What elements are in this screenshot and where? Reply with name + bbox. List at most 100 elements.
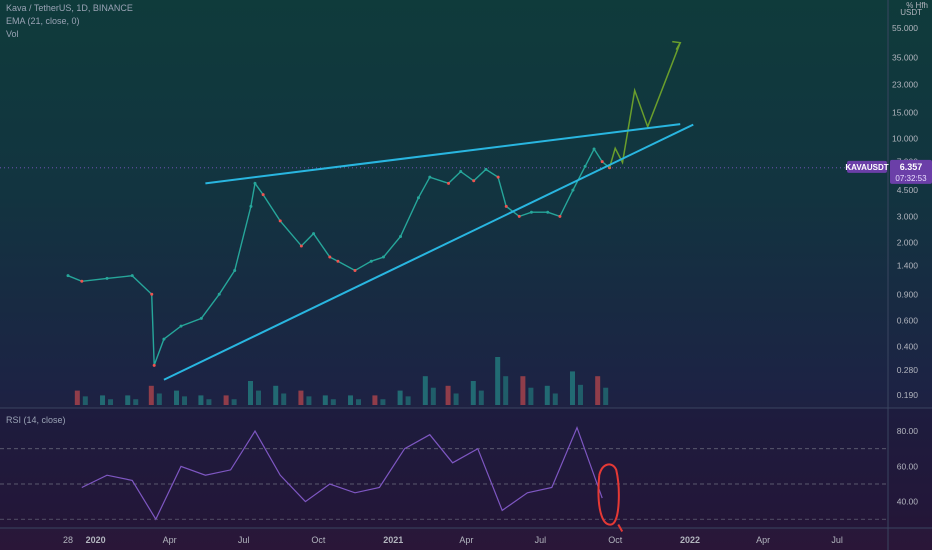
price-tick-label: 3.000 bbox=[897, 211, 919, 221]
price-point bbox=[496, 175, 500, 179]
price-point bbox=[592, 147, 596, 151]
volume-bar bbox=[273, 385, 279, 405]
price-point bbox=[484, 167, 488, 171]
price-point bbox=[130, 274, 134, 278]
price-scale-currency-label: USDT bbox=[900, 8, 922, 17]
volume-bar bbox=[133, 399, 139, 405]
price-point bbox=[105, 276, 109, 280]
price-tick-label: 0.900 bbox=[897, 289, 919, 299]
volume-bar bbox=[231, 399, 237, 405]
price-point bbox=[571, 188, 575, 192]
rsi-legend[interactable]: RSI (14, close) bbox=[6, 415, 66, 425]
rsi-tick-label: 80.00 bbox=[897, 426, 919, 436]
volume-bar bbox=[108, 399, 114, 405]
volume-bar bbox=[503, 376, 509, 405]
price-point bbox=[278, 219, 282, 223]
price-point bbox=[381, 255, 385, 259]
volume-bar bbox=[544, 385, 550, 405]
price-point bbox=[233, 268, 237, 272]
price-tick-label: 1.400 bbox=[897, 261, 919, 271]
volume-bar bbox=[495, 357, 501, 405]
price-tick-label: 0.190 bbox=[897, 390, 919, 400]
rsi-line bbox=[81, 425, 603, 521]
price-point bbox=[328, 255, 332, 259]
price-point bbox=[428, 175, 432, 179]
symbol-legend[interactable]: Kava / TetherUS, 1D, BINANCE bbox=[6, 3, 133, 13]
volume-bar bbox=[223, 395, 229, 405]
price-point bbox=[399, 234, 403, 238]
price-tag: KAVAUSDT 6.357 07:32:53 bbox=[845, 159, 932, 184]
price-point bbox=[447, 181, 451, 185]
price-tick-label: 0.280 bbox=[897, 365, 919, 375]
price-point bbox=[472, 179, 476, 183]
volume-bar bbox=[405, 396, 411, 405]
volume-bar bbox=[100, 395, 106, 405]
time-axis-label: 28 bbox=[63, 535, 73, 545]
volume-bar bbox=[322, 395, 328, 405]
symbol-tag-bg bbox=[847, 160, 887, 173]
price-tag-countdown: 07:32:53 bbox=[895, 174, 927, 183]
symbol-tag-text: KAVAUSDT bbox=[845, 163, 888, 172]
price-point bbox=[162, 337, 166, 341]
projection-line bbox=[608, 42, 681, 169]
price-tick-label: 55.000 bbox=[892, 23, 918, 33]
price-tag-bg bbox=[890, 159, 932, 184]
volume-bar bbox=[470, 381, 476, 405]
volume-bar bbox=[330, 399, 336, 405]
volume-bar bbox=[82, 396, 88, 405]
annotation-circle bbox=[597, 463, 624, 533]
price-point bbox=[583, 164, 587, 168]
price-point bbox=[353, 268, 357, 272]
volume-bar bbox=[348, 395, 354, 405]
price-point bbox=[299, 244, 303, 248]
price-point bbox=[600, 160, 604, 164]
volume-bar bbox=[298, 390, 304, 405]
volume-bar bbox=[445, 385, 451, 405]
price-point bbox=[152, 363, 156, 367]
volume-bar bbox=[372, 395, 378, 405]
volume-bar bbox=[380, 399, 386, 405]
volume-bar bbox=[528, 387, 534, 405]
volume-bar bbox=[125, 395, 131, 405]
volume-bar bbox=[198, 395, 204, 405]
price-tick-label: 0.400 bbox=[897, 342, 919, 352]
volume-bar bbox=[74, 390, 80, 405]
price-point bbox=[517, 214, 521, 218]
time-axis-label: 2020 bbox=[86, 535, 106, 545]
vol-legend[interactable]: Vol bbox=[6, 29, 19, 39]
volume-bar bbox=[206, 399, 212, 405]
price-tick-label: 15.000 bbox=[892, 107, 918, 117]
volume-bar bbox=[397, 390, 403, 405]
volume-bar bbox=[569, 371, 575, 405]
time-axis-label: Apr bbox=[163, 535, 177, 545]
price-point bbox=[249, 204, 253, 208]
price-point bbox=[253, 181, 257, 185]
price-point bbox=[369, 259, 373, 263]
price-point bbox=[416, 196, 420, 200]
rsi-tick-label: 40.00 bbox=[897, 497, 919, 507]
price-tick-label: 2.000 bbox=[897, 238, 919, 248]
rsi-tick-label: 60.00 bbox=[897, 461, 919, 471]
time-axis-label: 2021 bbox=[383, 535, 403, 545]
upper-trendline bbox=[205, 123, 681, 185]
price-point bbox=[336, 259, 340, 263]
time-axis-label: Apr bbox=[459, 535, 473, 545]
volume-bar bbox=[281, 393, 287, 405]
rsi-pane bbox=[0, 408, 932, 528]
volume-bar bbox=[453, 393, 459, 405]
price-point bbox=[558, 214, 562, 218]
volume-bar bbox=[430, 387, 436, 405]
volume-bar bbox=[248, 381, 254, 405]
volume-bar bbox=[478, 390, 484, 405]
volume-bar bbox=[356, 399, 362, 405]
time-axis-label: Apr bbox=[756, 535, 770, 545]
price-point bbox=[80, 279, 84, 283]
time-axis-label: Oct bbox=[608, 535, 623, 545]
time-axis-label: Oct bbox=[311, 535, 326, 545]
volume-bar bbox=[603, 387, 609, 405]
ema-legend[interactable]: EMA (21, close, 0) bbox=[6, 16, 80, 26]
price-point bbox=[66, 274, 70, 278]
price-tick-label: 0.600 bbox=[897, 316, 919, 326]
